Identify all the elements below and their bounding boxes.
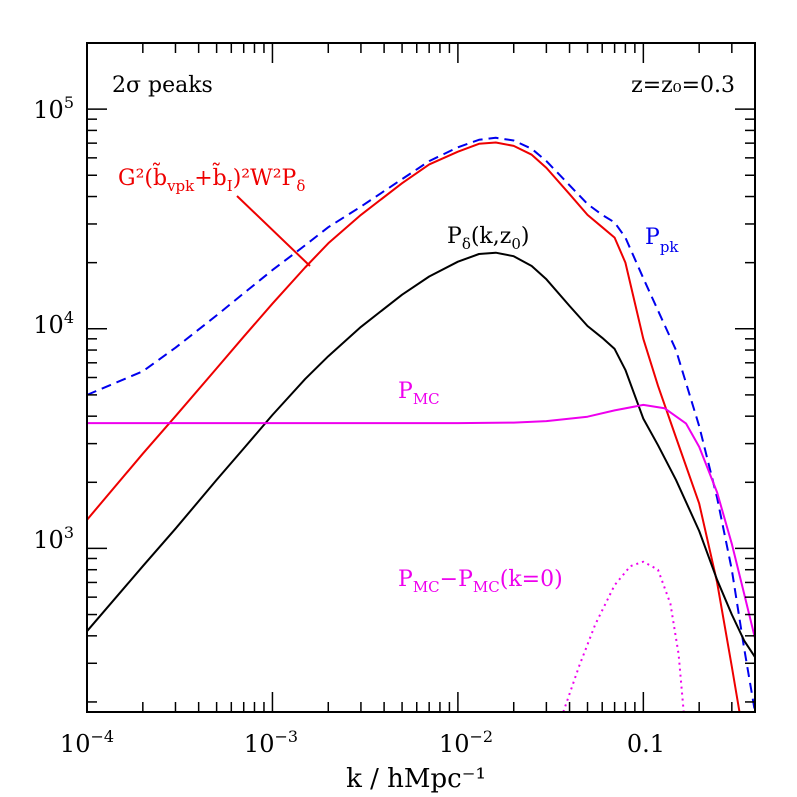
x-axis-title: k / hMpc⁻¹ [346,764,486,794]
series-line-2 [87,251,755,658]
x-tick-label-0.1: 0.1 [627,730,665,758]
y-tick-label-1e3: 103 [33,523,74,554]
axis-ticks [86,42,756,712]
label-black-curve: Pδ(k,z0) [447,224,529,253]
series-line-4 [562,560,685,712]
series-line-3 [87,403,755,639]
label-magenta-dotted-curve: PMC−PMC(k=0) [398,567,563,596]
label-red-curve: G²(b̃vpk+b̃I)²W²Pδ [118,161,305,195]
curves-group [87,136,755,712]
label-magenta-curve: PMC [398,379,440,408]
annotation-2sigma-peaks: 2σ peaks [112,73,213,98]
x-tick-label-1e-4: 10−4 [60,727,114,758]
y-tick-label-1e5: 105 [33,93,74,124]
label-blue-curve: Ppk [645,225,679,256]
label-red-pointer [236,195,311,267]
series-line-0 [87,136,755,712]
annotation-redshift: z=z₀=0.3 [631,73,735,98]
y-tick-label-1e4: 104 [33,308,74,339]
x-tick-label-1e-3: 10−3 [244,727,298,758]
x-tick-label-1e-2: 10−2 [439,727,493,758]
series-line-1 [87,141,741,712]
